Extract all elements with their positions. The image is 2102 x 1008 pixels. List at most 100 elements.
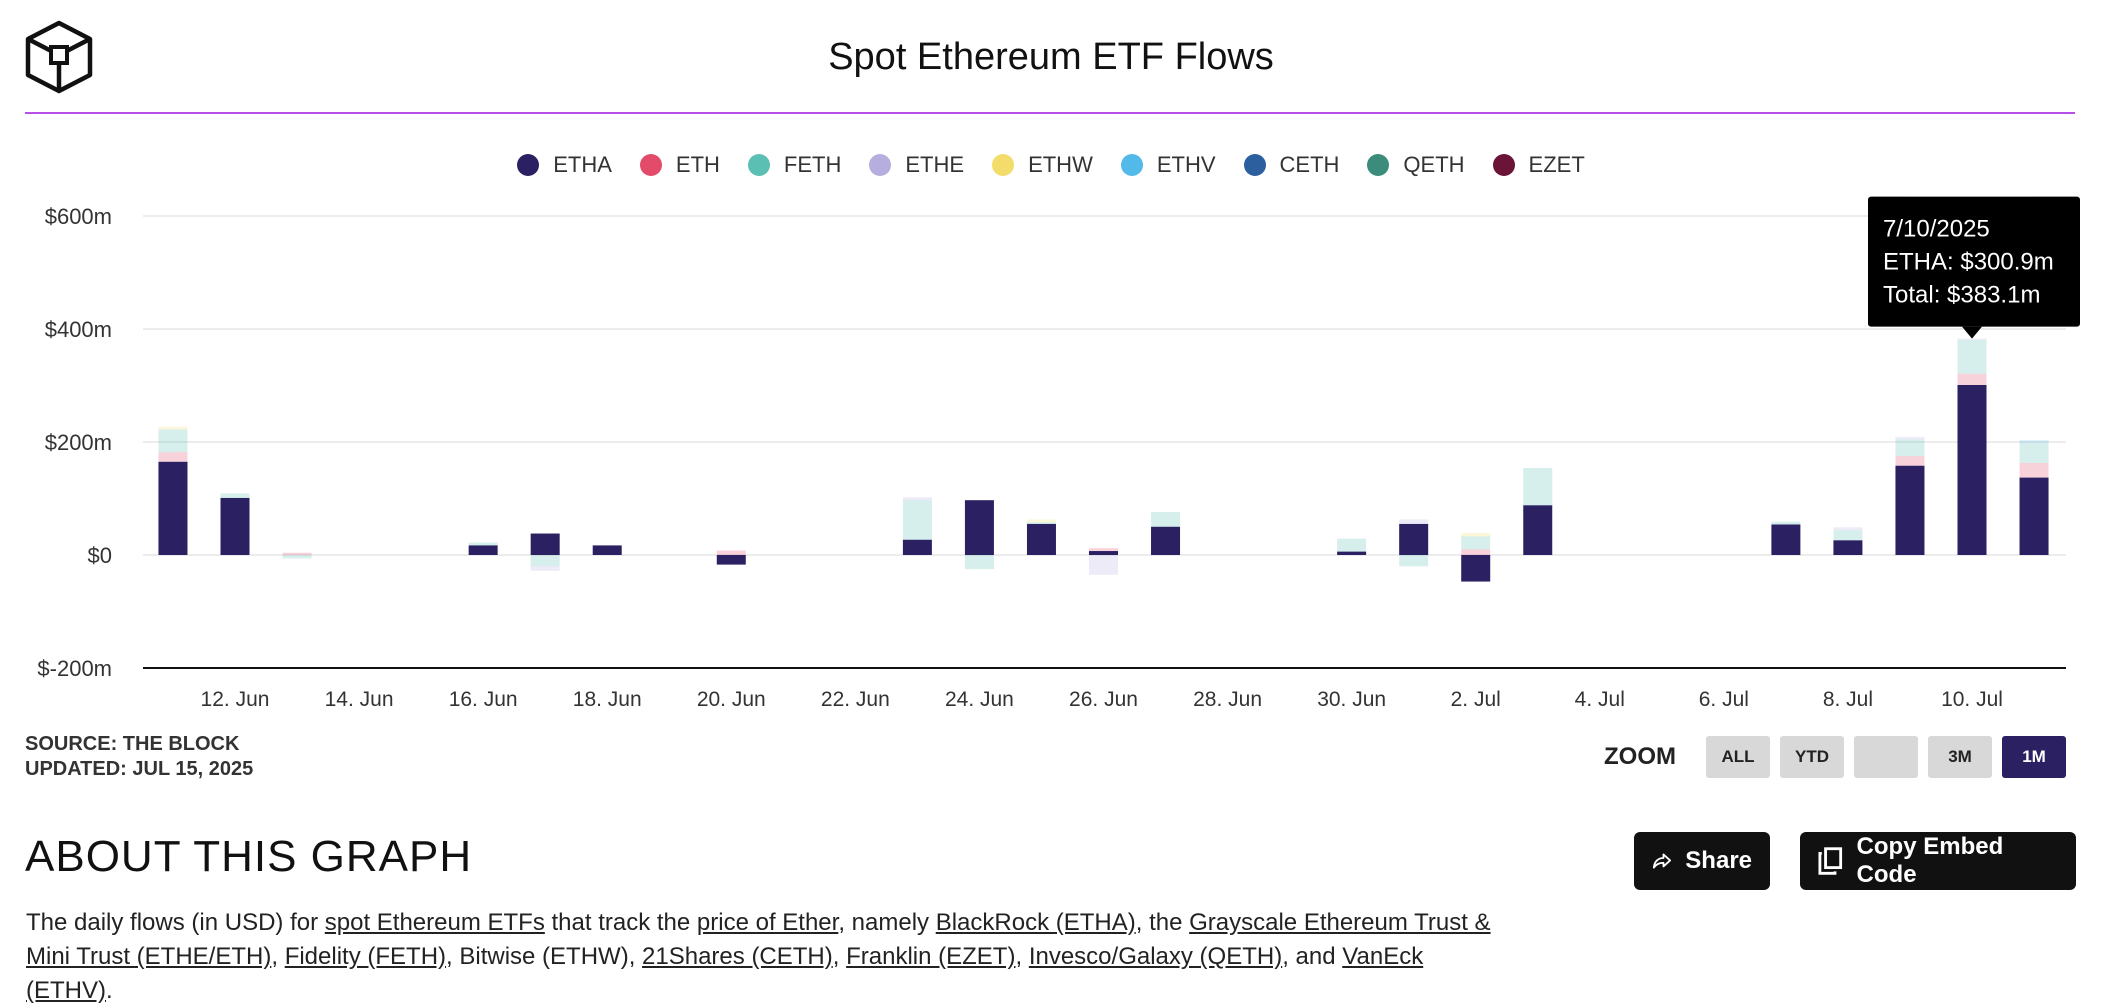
legend-item-ezet[interactable]: EZET bbox=[1492, 152, 1585, 178]
bar-feth[interactable] bbox=[1833, 530, 1863, 541]
bar-eth[interactable] bbox=[2019, 462, 2049, 478]
zoom-3m-button[interactable]: 3M bbox=[1928, 736, 1992, 778]
legend-label: CETH bbox=[1279, 152, 1340, 177]
21shares-link[interactable]: 21Shares (CETH) bbox=[642, 943, 833, 970]
vaneck-link[interactable]: VanEck (ETHV) bbox=[26, 943, 1424, 1004]
legend-swatch bbox=[1243, 154, 1266, 176]
bar-etha[interactable] bbox=[1461, 555, 1491, 582]
bar-eth[interactable] bbox=[716, 550, 746, 555]
bar-etha[interactable] bbox=[220, 497, 250, 555]
bar-feth[interactable] bbox=[2019, 443, 2049, 463]
legend-swatch bbox=[1492, 154, 1515, 176]
legend-item-eth[interactable]: ETH bbox=[639, 152, 720, 178]
bar-eth[interactable] bbox=[1895, 456, 1925, 466]
updated-line: UPDATED: JUL 15, 2025 bbox=[25, 758, 254, 780]
x-tick-label: 6. Jul bbox=[1699, 688, 1749, 711]
bar-etha[interactable] bbox=[1771, 524, 1801, 555]
bar-eth[interactable] bbox=[158, 452, 188, 462]
legend-item-ethe[interactable]: ETHE bbox=[869, 152, 964, 178]
bar-feth[interactable] bbox=[964, 555, 994, 570]
bar-feth[interactable] bbox=[530, 555, 560, 567]
bar-ethv[interactable] bbox=[2019, 440, 2049, 444]
bar-feth[interactable] bbox=[1461, 536, 1491, 550]
copy-embed-button[interactable]: Copy Embed Code bbox=[1800, 832, 2076, 890]
copy-embed-label: Copy Embed Code bbox=[1856, 833, 2004, 888]
bar-etha[interactable] bbox=[1089, 551, 1118, 555]
bar-eth[interactable] bbox=[1089, 548, 1118, 552]
bar-etha[interactable] bbox=[716, 555, 746, 565]
bar-ethe[interactable] bbox=[1089, 555, 1118, 575]
bar-ethe[interactable] bbox=[1399, 519, 1429, 524]
legend-item-ethv[interactable]: ETHV bbox=[1120, 152, 1216, 178]
zoom-1m-button[interactable]: 1M bbox=[2002, 736, 2066, 778]
bar-ethe[interactable] bbox=[1957, 338, 1987, 340]
legend-item-ceth[interactable]: CETH bbox=[1243, 152, 1340, 178]
bar-feth[interactable] bbox=[158, 429, 188, 453]
y-tick-label: $600m bbox=[45, 204, 112, 229]
bar-feth[interactable] bbox=[468, 542, 498, 546]
invesco-galaxy-link[interactable]: Invesco/Galaxy (QETH) bbox=[1028, 943, 1283, 970]
bar-etha[interactable] bbox=[468, 545, 498, 555]
bar-feth[interactable] bbox=[282, 555, 312, 559]
bar-etha[interactable] bbox=[1833, 540, 1863, 555]
the-block-logo-icon[interactable] bbox=[24, 20, 94, 94]
bar-feth[interactable] bbox=[1026, 522, 1056, 524]
bar-etha[interactable] bbox=[1337, 551, 1367, 555]
title-divider bbox=[25, 112, 2075, 114]
zoom-all-button[interactable]: ALL bbox=[1706, 736, 1770, 778]
bar-etha[interactable] bbox=[530, 533, 560, 555]
legend-item-etha[interactable]: ETHA bbox=[517, 152, 612, 178]
bar-ethe[interactable] bbox=[530, 566, 560, 571]
bar-etha[interactable] bbox=[158, 461, 188, 555]
spot-ethereum-etfs-link[interactable]: spot Ethereum ETFs bbox=[324, 909, 545, 936]
blackrock-link[interactable]: BlackRock (ETHA) bbox=[935, 909, 1136, 936]
grayscale-link[interactable]: Grayscale Ethereum Trust & Mini Trust (E… bbox=[26, 909, 1491, 970]
bar-ethw[interactable] bbox=[158, 426, 188, 430]
bar-feth[interactable] bbox=[1337, 538, 1367, 552]
legend-item-feth[interactable]: FETH bbox=[747, 152, 841, 178]
x-tick-label: 30. Jun bbox=[1317, 688, 1386, 711]
bar-ethe[interactable] bbox=[902, 497, 932, 501]
zoom-controls: ZOOM ALL YTD 3M 1M bbox=[1604, 736, 2066, 778]
legend-swatch bbox=[639, 154, 662, 176]
franklin-link[interactable]: Franklin (EZET) bbox=[846, 943, 1016, 970]
bar-eth[interactable] bbox=[282, 552, 312, 555]
bar-etha[interactable] bbox=[1399, 523, 1429, 555]
bar-etha[interactable] bbox=[1895, 465, 1925, 555]
y-tick-label: $200m bbox=[45, 430, 112, 455]
zoom-ytd-button[interactable]: YTD bbox=[1780, 736, 1844, 778]
about-text-part: , Bitwise (ETHW), bbox=[446, 943, 643, 970]
bar-ethe[interactable] bbox=[1895, 436, 1925, 440]
about-text-part: , the bbox=[1135, 909, 1190, 936]
about-text-part: , bbox=[832, 943, 847, 970]
zoom-blank-button[interactable] bbox=[1854, 736, 1918, 778]
bar-feth[interactable] bbox=[220, 493, 250, 498]
bar-feth[interactable] bbox=[902, 500, 932, 540]
legend-item-ethw[interactable]: ETHW bbox=[992, 152, 1093, 178]
bar-eth[interactable] bbox=[1957, 373, 1987, 385]
bar-feth[interactable] bbox=[1399, 555, 1429, 567]
fidelity-link[interactable]: Fidelity (FETH) bbox=[284, 943, 447, 970]
bar-feth[interactable] bbox=[1895, 439, 1925, 457]
bar-etha[interactable] bbox=[592, 545, 622, 555]
bar-etha[interactable] bbox=[2019, 477, 2049, 555]
legend-item-qeth[interactable]: QETH bbox=[1367, 152, 1465, 178]
x-tick-label: 24. Jun bbox=[945, 688, 1014, 711]
bar-feth[interactable] bbox=[1957, 339, 1987, 374]
bar-ethw[interactable] bbox=[1461, 532, 1491, 537]
bar-etha[interactable] bbox=[902, 539, 932, 555]
bar-ethw[interactable] bbox=[1026, 519, 1056, 523]
bar-feth[interactable] bbox=[1151, 512, 1181, 527]
bar-etha[interactable] bbox=[1151, 526, 1181, 555]
bar-feth[interactable] bbox=[1523, 467, 1553, 506]
legend-label: ETHW bbox=[1028, 152, 1093, 177]
price-of-ether-link[interactable]: price of Ether bbox=[696, 909, 839, 936]
bar-etha[interactable] bbox=[1957, 384, 1987, 555]
bar-eth[interactable] bbox=[1461, 549, 1491, 555]
bar-etha[interactable] bbox=[1026, 523, 1056, 555]
bar-etha[interactable] bbox=[964, 500, 994, 555]
bar-feth[interactable] bbox=[1771, 521, 1801, 525]
bar-ethe[interactable] bbox=[1833, 527, 1863, 531]
bar-etha[interactable] bbox=[1523, 505, 1553, 555]
share-button[interactable]: Share bbox=[1634, 832, 1770, 890]
